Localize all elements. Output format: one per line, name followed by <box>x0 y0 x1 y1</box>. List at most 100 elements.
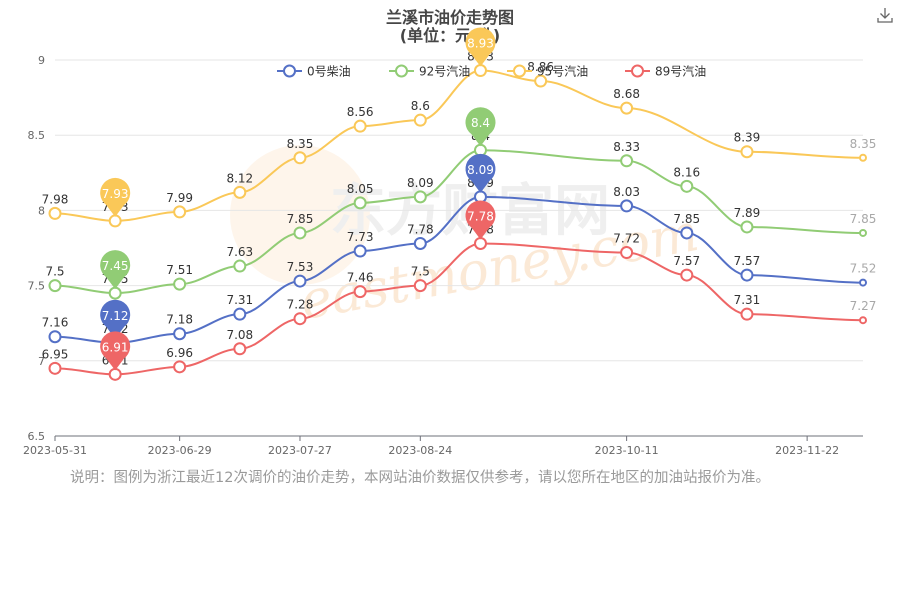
legend[interactable]: 0号柴油 92号汽油 95号汽油 89号汽油 <box>277 64 706 79</box>
y-tick-label: 7 <box>38 355 45 368</box>
legend-label: 89号汽油 <box>655 64 706 79</box>
data-point <box>353 285 367 299</box>
data-point <box>620 101 634 115</box>
data-point <box>353 244 367 258</box>
legend-symbol <box>513 64 526 78</box>
data-point <box>48 330 62 344</box>
data-point <box>740 220 754 234</box>
marker-value: 8.4 <box>471 116 490 130</box>
data-label: 7.57 <box>673 254 700 268</box>
data-label: 8.05 <box>347 182 374 196</box>
data-label: 7.51 <box>166 263 193 277</box>
data-point <box>293 226 307 240</box>
data-label: 8.03 <box>613 185 640 199</box>
data-point <box>173 277 187 291</box>
data-label: 7.08 <box>226 328 253 342</box>
marker-value: 7.12 <box>102 309 129 323</box>
axes: 6.5 7 7.5 8 8.5 9 2023-05-31 2023-06-29 2023-07-… <box>23 54 863 457</box>
data-point <box>680 268 694 282</box>
data-point <box>48 361 62 375</box>
y-tick-label: 8 <box>38 204 45 217</box>
y-tick-label: 7.5 <box>28 280 46 293</box>
download-icon[interactable] <box>876 6 894 24</box>
legend-item-2[interactable]: 95号汽油 <box>507 64 588 79</box>
data-label: 7.57 <box>734 254 761 268</box>
data-point <box>233 342 247 356</box>
data-point <box>473 64 487 78</box>
data-label: 7.16 <box>42 316 69 330</box>
data-label: 6.95 <box>42 347 69 361</box>
marker-pin <box>100 250 131 290</box>
data-point <box>233 185 247 199</box>
data-label: 8.86 <box>527 60 554 74</box>
data-point <box>293 312 307 326</box>
data-label: 8.39 <box>734 131 761 145</box>
data-point <box>233 307 247 321</box>
data-point <box>413 190 427 204</box>
data-point <box>740 307 754 321</box>
marker-pin <box>465 153 496 193</box>
data-point <box>859 316 867 325</box>
data-point <box>473 236 487 250</box>
legend-item-0[interactable]: 0号柴油 <box>277 64 351 79</box>
y-tick-label: 8.5 <box>28 129 46 142</box>
marker-pin <box>100 177 131 217</box>
x-tick-label: 2023-08-24 <box>388 444 452 457</box>
data-label: 7.73 <box>347 230 374 244</box>
data-label: 7.98 <box>42 192 69 206</box>
data-label: 8.35 <box>850 137 877 151</box>
data-point <box>48 206 62 220</box>
data-point <box>740 145 754 159</box>
data-point <box>108 214 122 228</box>
data-label: 7.5 <box>411 265 430 279</box>
data-label: 8.35 <box>287 137 314 151</box>
legend-label: 0号柴油 <box>307 65 351 79</box>
data-point <box>293 151 307 165</box>
x-tick-label: 2023-05-31 <box>23 444 87 457</box>
extreme-markers: 7.12 7.45 7.93 6.91 8.09 8.4 8.93 7.78 <box>100 27 496 371</box>
y-tick-label: 6.5 <box>28 430 46 443</box>
data-point <box>353 196 367 210</box>
x-tick-label: 2023-07-27 <box>268 444 332 457</box>
data-point <box>48 279 62 293</box>
data-point <box>173 205 187 219</box>
data-point <box>413 279 427 293</box>
data-label: 7.63 <box>226 245 253 259</box>
data-point <box>740 268 754 282</box>
footnote: 说明：图例为浙江最近12次调价的油价走势，本网站油价数据仅供参考，请以您所在地区… <box>70 470 770 486</box>
legend-item-3[interactable]: 89号汽油 <box>625 64 706 79</box>
data-label: 7.27 <box>850 299 877 313</box>
marker-pin <box>465 200 496 240</box>
marker-value: 8.09 <box>467 163 494 177</box>
data-label: 8.6 <box>411 99 430 113</box>
data-point <box>680 226 694 240</box>
legend-symbol <box>395 64 408 78</box>
data-point <box>353 119 367 133</box>
data-label: 8.33 <box>613 140 640 154</box>
data-label: 8.56 <box>347 105 374 119</box>
data-label: 8.68 <box>613 87 640 101</box>
legend-item-1[interactable]: 92号汽油 <box>389 64 470 79</box>
data-point <box>173 360 187 374</box>
marker-pin <box>465 27 496 67</box>
data-point <box>680 179 694 193</box>
series-points <box>48 64 867 381</box>
marker-pin <box>100 331 131 371</box>
data-label: 7.52 <box>850 262 877 276</box>
data-label: 6.96 <box>166 346 193 360</box>
chart-title: 兰溪市油价走势图 <box>385 8 514 27</box>
data-label: 7.53 <box>287 260 314 274</box>
data-label: 7.85 <box>673 212 700 226</box>
data-point <box>620 154 634 168</box>
data-label: 7.85 <box>850 212 877 226</box>
legend-label: 92号汽油 <box>419 64 470 79</box>
data-label: 7.31 <box>734 293 761 307</box>
x-tick-label: 2023-10-11 <box>595 444 659 457</box>
marker-value: 6.91 <box>102 340 129 354</box>
data-label: 7.85 <box>287 212 314 226</box>
x-tick-label: 2023-11-22 <box>775 444 839 457</box>
data-label: 7.31 <box>226 293 253 307</box>
data-point <box>620 199 634 213</box>
data-point <box>413 113 427 127</box>
